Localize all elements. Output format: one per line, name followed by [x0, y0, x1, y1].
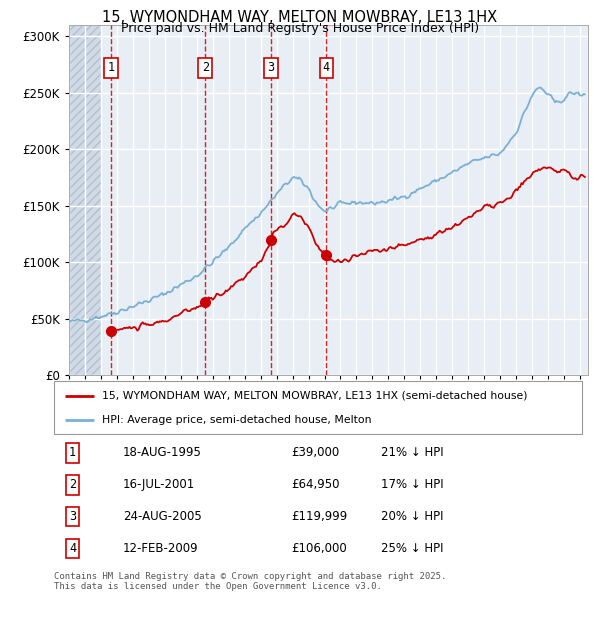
Text: 20% ↓ HPI: 20% ↓ HPI	[382, 510, 444, 523]
Text: 21% ↓ HPI: 21% ↓ HPI	[382, 446, 444, 459]
Text: £106,000: £106,000	[292, 542, 347, 555]
Text: 25% ↓ HPI: 25% ↓ HPI	[382, 542, 444, 555]
Text: 2: 2	[69, 478, 76, 491]
Text: HPI: Average price, semi-detached house, Melton: HPI: Average price, semi-detached house,…	[101, 415, 371, 425]
Text: 1: 1	[107, 61, 115, 74]
Text: £119,999: £119,999	[292, 510, 348, 523]
Text: 24-AUG-2005: 24-AUG-2005	[122, 510, 202, 523]
Text: 15, WYMONDHAM WAY, MELTON MOWBRAY, LE13 1HX: 15, WYMONDHAM WAY, MELTON MOWBRAY, LE13 …	[103, 10, 497, 25]
Text: Price paid vs. HM Land Registry's House Price Index (HPI): Price paid vs. HM Land Registry's House …	[121, 22, 479, 35]
Bar	[69, 25, 101, 375]
Text: £39,000: £39,000	[292, 446, 340, 459]
Text: 1: 1	[69, 446, 76, 459]
Text: 4: 4	[69, 542, 76, 555]
Text: 4: 4	[323, 61, 330, 74]
Text: Contains HM Land Registry data © Crown copyright and database right 2025.
This d: Contains HM Land Registry data © Crown c…	[54, 572, 446, 591]
Text: 17% ↓ HPI: 17% ↓ HPI	[382, 478, 444, 491]
Text: 18-AUG-1995: 18-AUG-1995	[122, 446, 202, 459]
FancyBboxPatch shape	[54, 381, 582, 434]
Text: £64,950: £64,950	[292, 478, 340, 491]
Text: 15, WYMONDHAM WAY, MELTON MOWBRAY, LE13 1HX (semi-detached house): 15, WYMONDHAM WAY, MELTON MOWBRAY, LE13 …	[101, 391, 527, 401]
Text: 12-FEB-2009: 12-FEB-2009	[122, 542, 198, 555]
Text: 3: 3	[268, 61, 274, 74]
Text: 2: 2	[202, 61, 209, 74]
Text: 16-JUL-2001: 16-JUL-2001	[122, 478, 195, 491]
Text: 3: 3	[69, 510, 76, 523]
